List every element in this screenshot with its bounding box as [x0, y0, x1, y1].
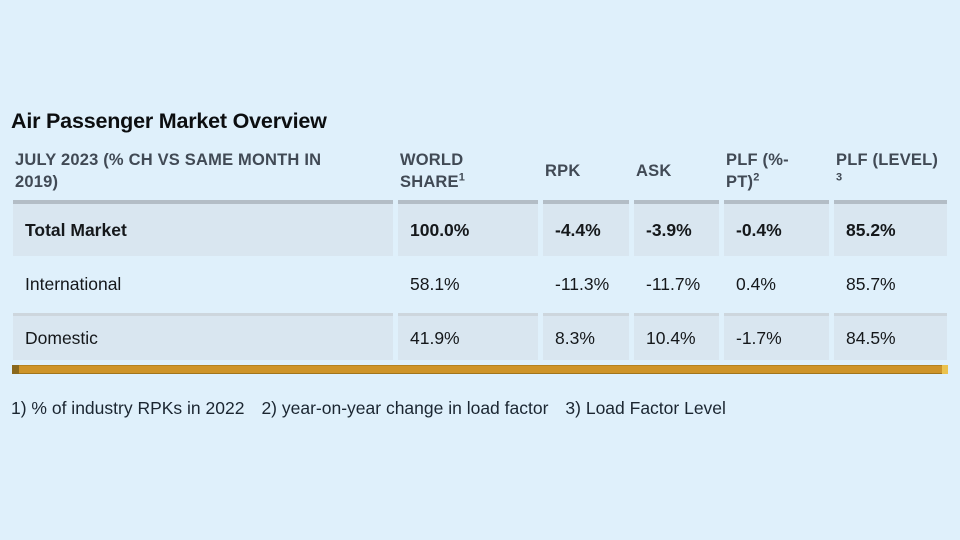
column-header-period: JULY 2023 (% CH VS SAME MONTH IN 2019)	[15, 151, 322, 191]
column-header-rpk: RPK	[545, 161, 581, 180]
cell-plf-pt-total-market: -0.4%	[724, 200, 829, 256]
column-header-plf-level: PLF (LEVEL) 3	[836, 151, 939, 183]
column-header-world-share: WORLD SHARE1	[400, 151, 466, 191]
cell-world-share-international: 58.1%	[410, 274, 460, 294]
cell-world-share-total-market: 100.0%	[398, 200, 538, 256]
page-title: Air Passenger Market Overview	[11, 109, 327, 133]
accent-divider	[12, 365, 948, 374]
cell-rpk-domestic: 8.3%	[543, 313, 629, 360]
cell-plf-level-domestic: 84.5%	[834, 313, 947, 360]
footnote-2: 2) year-on-year change in load factor	[261, 398, 549, 418]
cell-rpk-total-market: -4.4%	[543, 200, 629, 256]
column-header-plf-pt: PLF (%- PT)2	[726, 151, 789, 191]
cell-label-domestic: Domestic	[13, 313, 393, 360]
market-table: JULY 2023 (% CH VS SAME MONTH IN 2019) W…	[13, 143, 947, 360]
cell-plf-level-international: 85.7%	[846, 274, 896, 294]
footnotes: 1) % of industry RPKs in 2022 2) year-on…	[11, 398, 726, 419]
footnote-3: 3) Load Factor Level	[565, 398, 726, 418]
cell-world-share-domestic: 41.9%	[398, 313, 538, 360]
cell-label-international: International	[25, 274, 122, 294]
cell-plf-pt-domestic: -1.7%	[724, 313, 829, 360]
cell-label-total-market: Total Market	[13, 200, 393, 256]
cell-ask-international: -11.7%	[646, 274, 701, 294]
footnote-1: 1) % of industry RPKs in 2022	[11, 398, 245, 418]
cell-ask-total-market: -3.9%	[634, 200, 719, 256]
cell-ask-domestic: 10.4%	[634, 313, 719, 360]
cell-plf-pt-international: 0.4%	[736, 274, 776, 294]
cell-plf-level-total-market: 85.2%	[834, 200, 947, 256]
cell-rpk-international: -11.3%	[555, 274, 610, 294]
column-header-ask: ASK	[636, 161, 672, 180]
